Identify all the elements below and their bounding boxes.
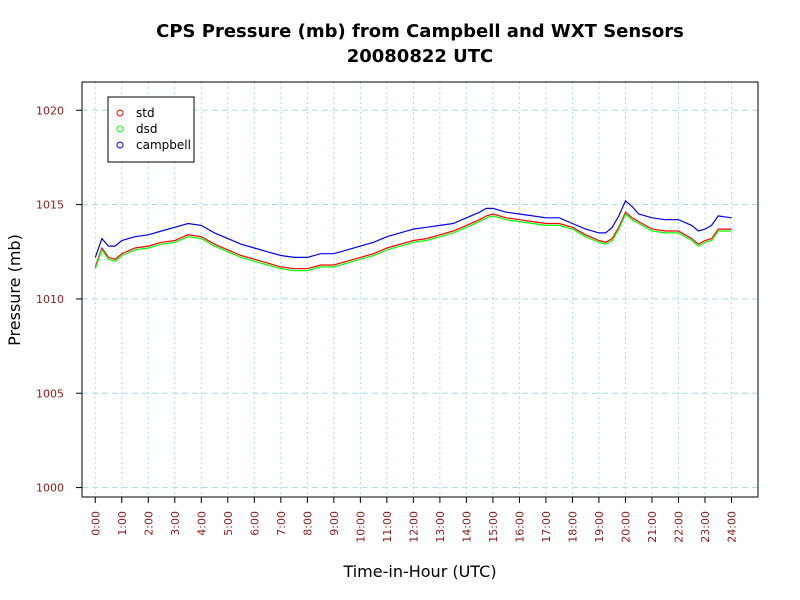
x-tick-label: 4:00	[195, 511, 208, 536]
legend-marker-std	[116, 109, 124, 117]
x-tick-label: 20:00	[619, 511, 632, 543]
x-tick-label: 19:00	[593, 511, 606, 543]
series-lines	[94, 199, 732, 272]
x-tick-label: 14:00	[460, 511, 473, 543]
legend-marker-campbell	[116, 141, 124, 149]
x-tick-label: 24:00	[725, 511, 738, 543]
x-tick-label: 9:00	[328, 511, 341, 536]
x-tick-label: 6:00	[248, 511, 261, 536]
legend-label-std: std	[136, 106, 155, 120]
x-tick-label: 15:00	[487, 511, 500, 543]
series-line-dsd	[94, 213, 732, 272]
y-tick-label: 1000	[36, 482, 64, 495]
x-tick-label: 8:00	[301, 511, 314, 536]
x-tick-label: 2:00	[142, 511, 155, 536]
legend-marker-dsd	[116, 125, 124, 133]
x-tick-label: 22:00	[672, 511, 685, 543]
series-line-std	[94, 211, 732, 270]
legend: std dsd campbell	[107, 96, 195, 163]
x-tick-label: 17:00	[540, 511, 553, 543]
x-tick-label: 13:00	[434, 511, 447, 543]
plot-frame	[81, 81, 759, 498]
x-tick-label: 23:00	[699, 511, 712, 543]
legend-box	[107, 96, 195, 163]
x-tick-label: 16:00	[513, 511, 526, 543]
grid-lines	[82, 82, 758, 497]
x-tick-label: 5:00	[222, 511, 235, 536]
x-tick-label: 18:00	[566, 511, 579, 543]
y-axis-label: Pressure (mb)	[5, 234, 24, 346]
series-line-campbell	[94, 199, 732, 258]
x-tick-label: 21:00	[646, 511, 659, 543]
y-tick-label: 1005	[36, 387, 64, 400]
y-tick-label: 1020	[36, 104, 64, 117]
x-axis: 0:00 1:00 2:00 3:00 4:00 5:00 6:00 7:00 8:00 9:00…	[89, 497, 738, 543]
x-tick-label: 1:00	[116, 511, 129, 536]
y-tick-label: 1015	[36, 199, 64, 212]
chart-title: CPS Pressure (mb) from Campbell and WXT …	[156, 21, 684, 42]
x-tick-label: 10:00	[354, 511, 367, 543]
x-tick-label: 11:00	[381, 511, 394, 543]
legend-label-dsd: dsd	[136, 122, 158, 136]
chart-subtitle: 20080822 UTC	[347, 46, 494, 67]
x-tick-label: 7:00	[275, 511, 288, 536]
x-tick-label: 12:00	[407, 511, 420, 543]
x-tick-label: 3:00	[169, 511, 182, 536]
y-tick-label: 1010	[36, 293, 64, 306]
legend-label-campbell: campbell	[136, 138, 191, 152]
x-tick-label: 0:00	[89, 511, 102, 536]
y-axis: 1000 1005 1010 1015 1020	[36, 104, 82, 495]
x-axis-label: Time-in-Hour (UTC)	[342, 562, 496, 581]
